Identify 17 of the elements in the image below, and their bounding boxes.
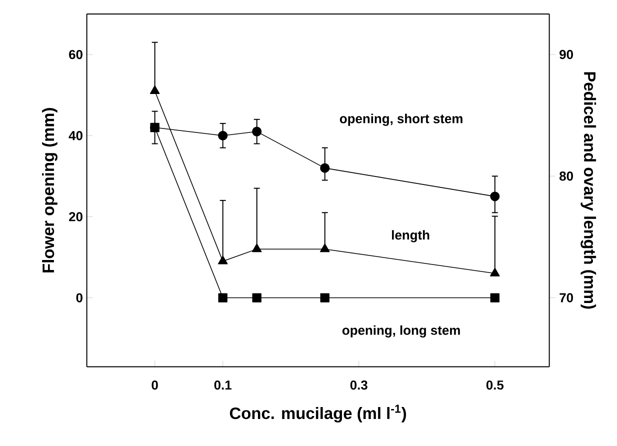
x-tick-label: 0.1 [214,380,232,390]
y-axis-title: Flower opening (mm) [42,108,58,272]
x-tick-label: 0.5 [486,380,504,390]
x-tick-label: 0.3 [350,380,368,390]
y2-tick-label: 90 [560,50,573,60]
annotation: opening, long stem [342,325,460,338]
y-tick-label: 0 [76,293,82,302]
y-tick-label: 20 [69,212,82,222]
y-tick-label: 40 [68,131,82,140]
x-axis-title: Conc. mucilage (ml l$^{-1}$) [230,404,406,422]
annotation: opening, short stem [340,114,462,126]
y2-tick-label: 70 [560,293,573,302]
y2-tick-label: 80 [560,172,573,181]
y2-axis-title: Pedicel and ovary length (mm) [580,72,596,309]
annotation: length [392,230,430,242]
y-tick-label: 60 [69,50,82,60]
x-tick-label: 0 [152,380,158,390]
